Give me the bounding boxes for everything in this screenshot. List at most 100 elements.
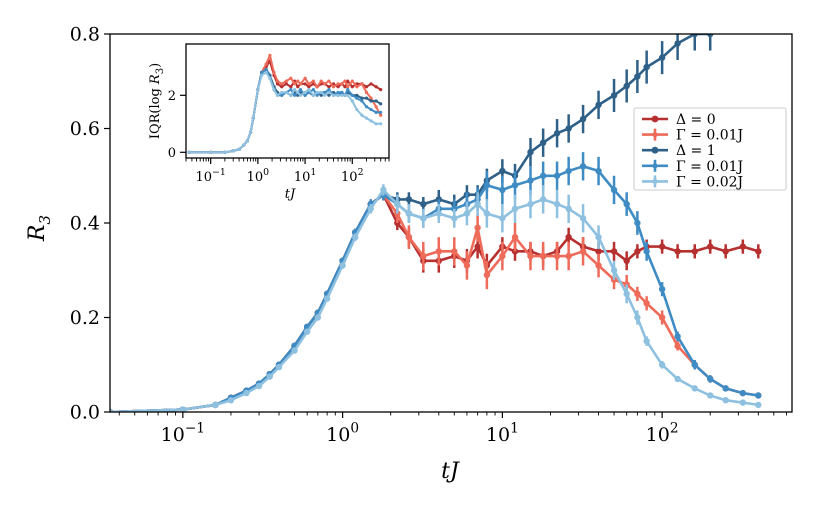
inset-series-4-point <box>272 88 276 92</box>
main-series-4-point <box>451 215 458 222</box>
main-series-1-point <box>658 314 666 321</box>
main-series-4-point <box>266 373 273 380</box>
main-series-4-point <box>511 205 519 213</box>
main-series-2-point <box>610 92 618 99</box>
legend-marker-dot-1 <box>652 132 658 138</box>
main-series-3-point <box>722 385 729 392</box>
main-series-2-point <box>658 54 666 61</box>
main-series-0-point <box>634 248 641 255</box>
main-series-1-point <box>483 271 491 279</box>
inset-series-4-point <box>237 147 241 152</box>
inset-series-4-point <box>289 93 293 97</box>
inset-series-4-point <box>231 149 235 153</box>
inset-series-0-point <box>350 85 354 89</box>
legend-marker-dot-3 <box>652 163 658 169</box>
inset-x-tick-label-base: 10 <box>294 170 311 185</box>
inset-series-4-point <box>248 130 253 134</box>
main-series-layer <box>110 34 762 412</box>
legend-label-2: Δ = 1 <box>676 143 716 159</box>
legend-label-0: Δ = 0 <box>676 112 716 128</box>
inset-series-3-point <box>293 93 297 97</box>
main-series-0-point <box>691 248 698 255</box>
inset-series-1-point <box>379 113 383 117</box>
main-y-tick-label: 0.6 <box>70 118 100 140</box>
inset-series-0-point <box>346 79 350 83</box>
inset-series-4-point <box>187 150 191 154</box>
main-series-2-point <box>634 73 641 80</box>
main-series-4-point <box>755 401 762 409</box>
main-series-4-point <box>643 337 650 345</box>
main-series-3-point <box>623 200 630 208</box>
inset-series-0-point <box>379 88 383 92</box>
main-x-tick-label-exponent: 0 <box>350 420 359 436</box>
main-series-3-point <box>634 219 641 227</box>
main-series-4-point <box>483 210 491 217</box>
inset-series-1-point <box>293 82 297 86</box>
inset-y-tick-label: 2 <box>168 89 176 104</box>
main-series-2-point <box>643 63 650 71</box>
main-series-0-point <box>722 248 729 255</box>
main-series-0-point <box>739 243 747 250</box>
inset-series-3-point <box>303 93 307 97</box>
main-series-0-point <box>623 257 630 264</box>
main-series-4-point <box>691 385 698 392</box>
inset-series-3-point <box>336 90 340 95</box>
inset-series-4-point <box>327 90 331 95</box>
inset-x-tick-label-exponent: −1 <box>212 167 226 178</box>
main-series-4-point <box>739 399 747 406</box>
inset-series-layer <box>187 53 383 154</box>
main-series-1-point <box>435 248 442 255</box>
inset-series-4-point <box>369 119 373 123</box>
inset-series-0-point <box>303 82 307 86</box>
inset-series-4-point <box>355 107 359 112</box>
main-series-0-point <box>707 243 714 250</box>
y-axis-label: R3 <box>25 215 54 242</box>
inset-series-2-point <box>364 96 369 100</box>
main-series-3-point <box>595 167 602 175</box>
inset-series-4-point <box>298 93 303 97</box>
legend-box <box>633 107 787 191</box>
inset-series-4-point <box>360 113 364 117</box>
main-series-4-point <box>367 205 374 213</box>
inset-series-4-point <box>343 93 347 97</box>
main-x-tick-label-exponent: 2 <box>670 420 679 436</box>
inset-series-3-point <box>355 96 359 100</box>
inset-series-1-point <box>315 85 319 89</box>
inset-series-1-point <box>364 90 369 95</box>
main-series-2-point <box>595 101 602 109</box>
main-series-4-point <box>595 233 602 241</box>
inset-series-0-point <box>327 85 331 89</box>
inset-series-3-point <box>364 105 369 109</box>
inset-series-4-point <box>245 139 250 143</box>
inset-series-1-point <box>284 79 288 83</box>
main-x-tick-label-base: 10 <box>486 424 510 446</box>
main-series-2-point <box>405 196 413 203</box>
main-series-3-point <box>499 186 506 194</box>
main-y-tick-label: 0.0 <box>70 402 100 424</box>
inset-series-3-point <box>374 110 378 114</box>
inset-series-4-point <box>293 88 297 92</box>
inset-series-4-point <box>346 93 350 97</box>
inset-series-1-point <box>298 82 303 86</box>
main-x-tick-label: 101 <box>486 420 519 446</box>
main-series-3-point <box>553 172 561 179</box>
main-series-3-point <box>707 375 714 383</box>
main-x-tick-label-base: 10 <box>161 424 185 446</box>
main-series-1-point <box>565 252 572 260</box>
inset-y-axis-label-text: IQR(log <box>148 84 163 139</box>
main-series-3-point <box>579 163 587 170</box>
inset-series-1-point <box>340 82 344 86</box>
inset-series-4-point <box>242 143 246 147</box>
main-series-1-point <box>553 252 561 260</box>
inset-x-tick-label: 101 <box>294 167 317 185</box>
inset-series-3-point <box>311 88 315 92</box>
inset-series-1-point <box>355 85 359 89</box>
inset-series-4-point <box>268 76 272 80</box>
inset-series-2-point <box>319 93 323 97</box>
inset-series-1-point <box>331 85 336 89</box>
inset-series-3-point <box>340 90 344 95</box>
